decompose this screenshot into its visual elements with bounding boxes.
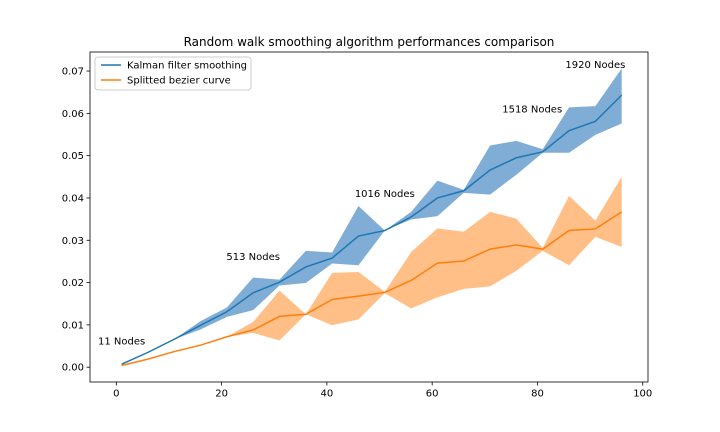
legend-box <box>94 56 252 91</box>
x-tick-label-5: 100 <box>633 389 652 400</box>
y-tick-label-2: 0.02 <box>62 278 84 289</box>
legend-label-kalman: Kalman filter smoothing <box>127 61 247 72</box>
line-series-0 <box>121 94 623 365</box>
x-axis: 0 20 40 60 80 100 <box>113 382 652 400</box>
y-tick-label-3: 0.03 <box>62 236 84 247</box>
y-tick-label-1: 0.01 <box>62 320 84 331</box>
annotation-0: 11 Nodes <box>98 336 145 347</box>
y-tick-label-4: 0.04 <box>62 193 84 204</box>
annotation-4: 1920 Nodes <box>565 60 625 71</box>
chart-title: Random walk smoothing algorithm performa… <box>184 35 555 49</box>
band-series-0 <box>121 68 622 365</box>
y-tick-label-5: 0.05 <box>62 151 84 162</box>
series-lines <box>121 94 623 367</box>
annotation-1: 513 Nodes <box>226 252 280 263</box>
annotation-3: 1518 Nodes <box>502 105 562 116</box>
x-tick-label-4: 80 <box>531 389 544 400</box>
x-tick-label-0: 0 <box>113 389 119 400</box>
legend-label-bezier: Splitted bezier curve <box>127 76 231 87</box>
annotation-2: 1016 Nodes <box>355 189 415 200</box>
band-series-1 <box>121 176 622 366</box>
line-series-1 <box>121 211 623 367</box>
y-axis: 0.00 0.01 0.02 0.03 0.04 0.05 0.06 0.07 <box>62 67 90 374</box>
plot-frame <box>89 51 649 383</box>
y-tick-label-0: 0.00 <box>62 363 84 374</box>
x-tick-label-3: 60 <box>426 389 439 400</box>
x-tick-label-2: 40 <box>321 389 334 400</box>
node-annotations: 11 Nodes 513 Nodes 1016 Nodes 1518 Nodes 192… <box>98 60 625 347</box>
legend: Kalman filter smoothing Splitted bezier … <box>94 56 252 91</box>
y-tick-label-6: 0.06 <box>62 109 84 120</box>
x-tick-label-1: 20 <box>215 389 228 400</box>
y-tick-label-7: 0.07 <box>62 67 84 78</box>
confidence-bands <box>121 68 622 366</box>
